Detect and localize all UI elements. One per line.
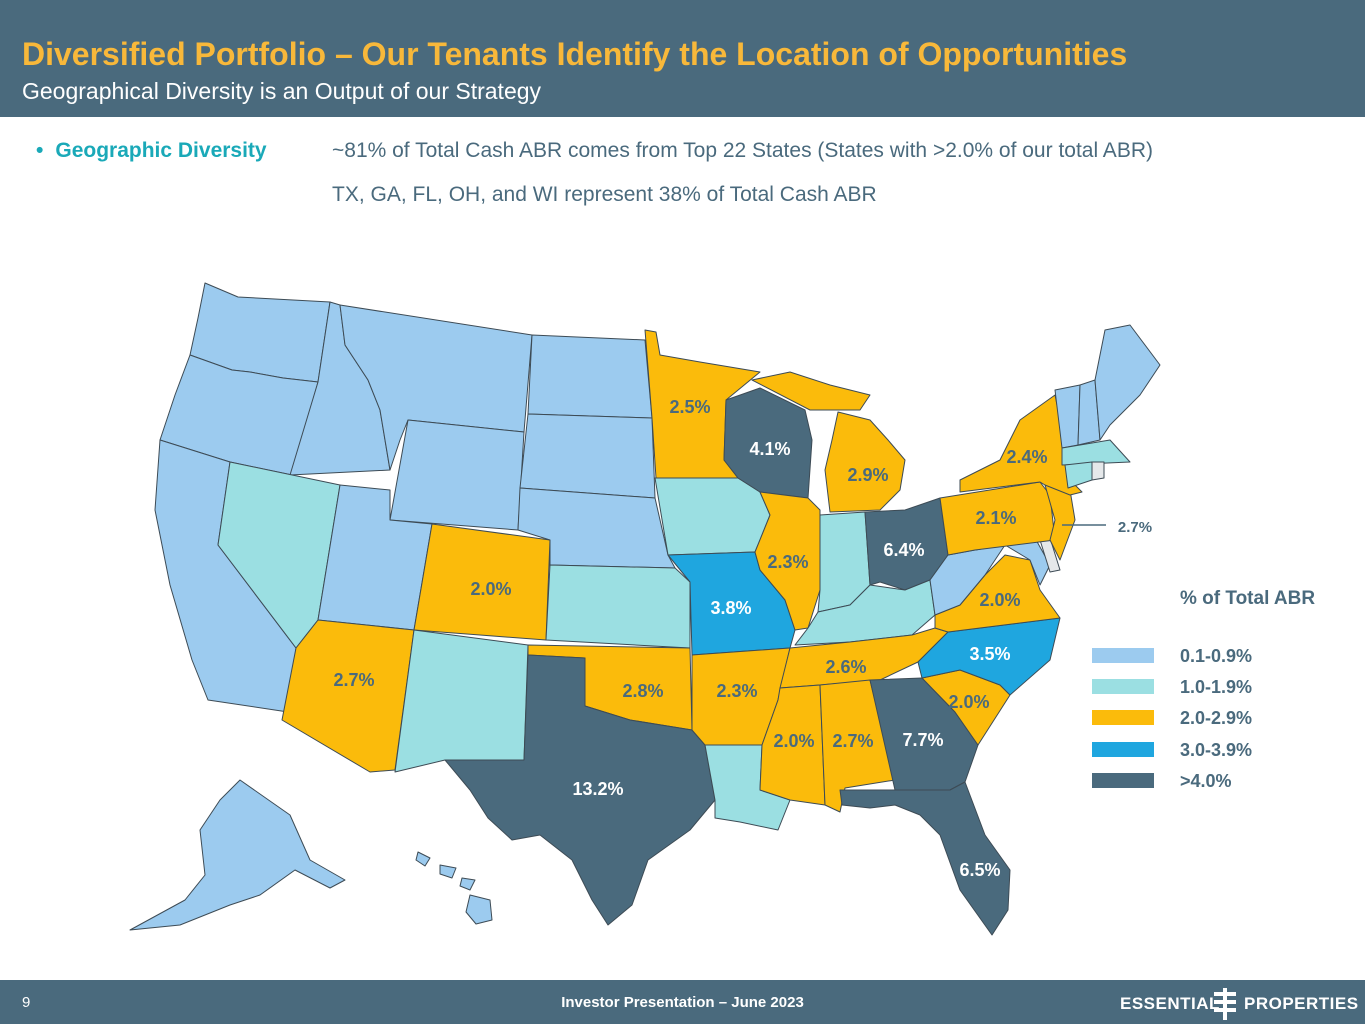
logo-mark-icon <box>1214 988 1236 1020</box>
state-nd <box>527 334 653 419</box>
label-pa: 2.1% <box>975 508 1016 528</box>
summary-line-2: TX, GA, FL, OH, and WI represent 38% of … <box>332 183 877 206</box>
legend-label-2: 1.0-1.9% <box>1180 677 1253 697</box>
label-fl: 6.5% <box>959 860 1000 880</box>
label-ok: 2.8% <box>622 681 663 701</box>
page-title: Diversified Portfolio – Our Tenants Iden… <box>22 36 1128 72</box>
legend-swatch-5 <box>1092 773 1154 788</box>
state-mt <box>339 304 533 471</box>
label-sc: 2.0% <box>948 692 989 712</box>
state-ks <box>545 564 691 649</box>
label-il: 2.3% <box>767 552 808 572</box>
state-ri <box>1091 461 1105 481</box>
presentation-title: Investor Presentation – June 2023 <box>561 994 804 1011</box>
label-tx: 13.2% <box>572 779 623 799</box>
legend-swatch-2 <box>1092 679 1154 694</box>
legend-swatch-1 <box>1092 648 1154 663</box>
legend-title: % of Total ABR <box>1180 588 1316 609</box>
state-sd <box>519 413 656 499</box>
state-hi <box>415 851 493 925</box>
label-al: 2.7% <box>832 731 873 751</box>
footer-bar: 9 Investor Presentation – June 2023 ESSE… <box>0 980 1365 1024</box>
label-oh: 6.4% <box>883 540 924 560</box>
label-va: 2.0% <box>979 590 1020 610</box>
legend-swatch-4 <box>1092 742 1154 757</box>
label-tn: 2.6% <box>825 657 866 677</box>
label-mo: 3.8% <box>710 598 751 618</box>
label-wi: 4.1% <box>749 439 790 459</box>
header-bar: Diversified Portfolio – Our Tenants Iden… <box>0 0 1365 117</box>
label-mn: 2.5% <box>669 397 710 417</box>
state-me <box>1094 324 1161 441</box>
legend-label-5: >4.0% <box>1180 771 1232 791</box>
state-ny <box>959 394 1083 496</box>
state-fl <box>839 781 1011 936</box>
label-nj: 2.7% <box>1118 519 1152 536</box>
label-nc: 3.5% <box>969 644 1010 664</box>
state-tx <box>444 654 716 926</box>
label-mi: 2.9% <box>847 465 888 485</box>
state-mi <box>824 411 906 513</box>
bullet-dot-icon: • <box>36 139 44 162</box>
label-ny: 2.4% <box>1006 447 1047 467</box>
state-ak <box>129 779 346 931</box>
legend-label-4: 3.0-3.9% <box>1180 740 1253 760</box>
state-ma <box>1061 439 1131 466</box>
page-number: 9 <box>22 994 31 1011</box>
page-subtitle: Geographical Diversity is an Output of o… <box>22 78 542 104</box>
legend-swatch-3 <box>1092 710 1154 725</box>
logo-word-right: PROPERTIES <box>1244 994 1359 1013</box>
label-ga: 7.7% <box>902 730 943 750</box>
state-mi-up <box>751 371 871 411</box>
bullet-label: Geographic Diversity <box>55 139 267 162</box>
state-nm <box>394 629 529 773</box>
legend-label-1: 0.1-0.9% <box>1180 646 1253 666</box>
us-states-map: 13.2% 7.7% 6.5% 6.4% 4.1% 3.8% 3.5% 2.9%… <box>129 282 1161 936</box>
bullet-geographic-diversity: • Geographic Diversity <box>36 139 267 163</box>
label-ar: 2.3% <box>716 681 757 701</box>
state-il <box>754 491 821 631</box>
summary-line-1: ~81% of Total Cash ABR comes from Top 22… <box>332 139 1153 162</box>
state-ia <box>654 477 771 556</box>
state-az <box>281 619 415 773</box>
label-az: 2.7% <box>333 670 374 690</box>
state-wy <box>389 419 525 531</box>
state-ct <box>1064 461 1093 489</box>
legend-label-3: 2.0-2.9% <box>1180 708 1253 728</box>
logo-word-left: ESSENTIAL <box>1120 994 1220 1013</box>
label-ms: 2.0% <box>773 731 814 751</box>
company-logo: ESSENTIAL PROPERTIES <box>1120 988 1358 1020</box>
label-co: 2.0% <box>470 579 511 599</box>
